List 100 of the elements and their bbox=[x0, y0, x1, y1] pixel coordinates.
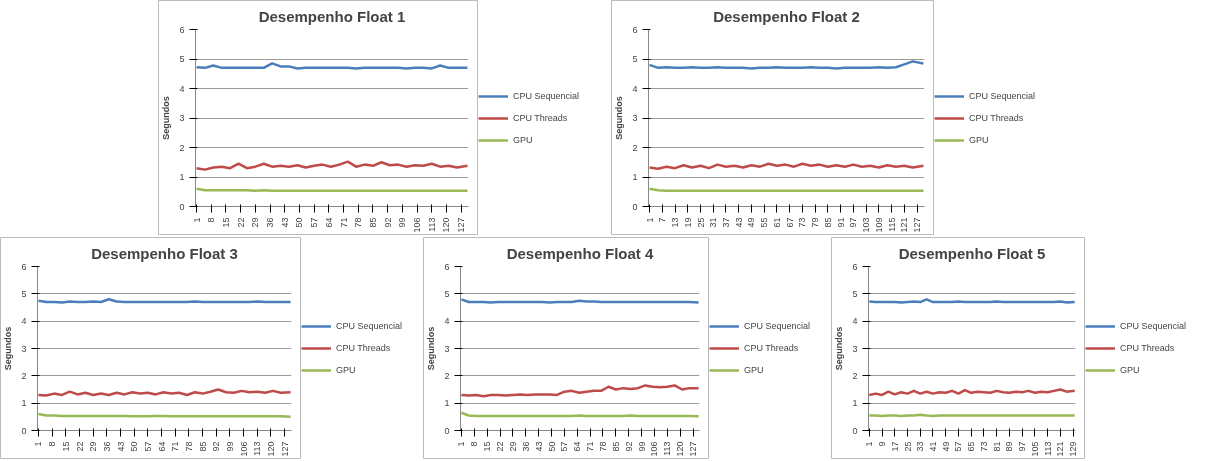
x-tick-label: 64 bbox=[572, 441, 583, 452]
x-tick-label: 85 bbox=[197, 441, 208, 452]
y-axis-title: Segundos bbox=[614, 96, 625, 140]
y-tick-label: 2 bbox=[179, 142, 185, 153]
y-tick-label: 1 bbox=[179, 172, 185, 182]
x-tick-label: 99 bbox=[397, 217, 408, 228]
line-series bbox=[37, 388, 292, 397]
x-tick-label: 43 bbox=[115, 441, 126, 452]
x-tick-label: 92 bbox=[382, 217, 393, 228]
y-tick-label: 0 bbox=[179, 201, 185, 212]
x-tick-label: 36 bbox=[101, 441, 112, 452]
x-tick-label: 1 bbox=[33, 441, 44, 447]
legend-label: GPU bbox=[744, 365, 764, 375]
line-series bbox=[460, 384, 700, 398]
x-tick-label: 31 bbox=[708, 217, 719, 228]
x-tick-label: 36 bbox=[265, 217, 276, 228]
x-tick-label: 127 bbox=[279, 441, 290, 457]
x-tick-label: 8 bbox=[469, 441, 480, 447]
legend-label: GPU bbox=[336, 365, 356, 375]
y-tick-label: 5 bbox=[852, 288, 858, 299]
x-tick-label: 113 bbox=[252, 441, 263, 456]
y-tick-label: 0 bbox=[852, 425, 858, 436]
x-tick-label: 15 bbox=[482, 441, 493, 452]
y-tick-label: 4 bbox=[852, 316, 858, 327]
x-tick-label: 36 bbox=[520, 441, 531, 452]
y-tick-label: 3 bbox=[21, 343, 27, 354]
x-tick-label: 71 bbox=[585, 441, 596, 452]
x-tick-label: 99 bbox=[224, 441, 235, 452]
x-tick-label: 57 bbox=[309, 217, 320, 228]
x-tick-label: 64 bbox=[323, 217, 334, 228]
x-tick-label: 120 bbox=[265, 441, 276, 457]
x-tick-label: 67 bbox=[784, 217, 795, 228]
x-tick-label: 73 bbox=[978, 441, 989, 452]
x-tick-label: 25 bbox=[902, 441, 913, 452]
x-tick-label: 115 bbox=[886, 217, 897, 232]
x-tick-label: 33 bbox=[915, 441, 926, 452]
x-tick-label: 41 bbox=[927, 441, 938, 452]
x-tick-label: 85 bbox=[610, 441, 621, 452]
x-tick-label: 29 bbox=[507, 441, 518, 452]
x-tick-label: 1 bbox=[864, 441, 875, 447]
x-tick-label: 19 bbox=[682, 217, 693, 228]
x-tick-label: 22 bbox=[495, 441, 506, 452]
y-tick-label: 6 bbox=[444, 261, 450, 272]
chart-title: Desempenho Float 2 bbox=[713, 7, 860, 25]
legend-label: GPU bbox=[969, 134, 989, 145]
chart-title: Desempenho Float 5 bbox=[898, 244, 1046, 262]
x-tick-label: 78 bbox=[183, 441, 194, 452]
x-tick-label: 7 bbox=[657, 217, 668, 223]
y-tick-label: 6 bbox=[179, 24, 185, 35]
legend-label: CPU Threads bbox=[336, 343, 391, 353]
x-tick-label: 43 bbox=[733, 217, 744, 228]
y-tick-label: 1 bbox=[444, 398, 450, 409]
x-tick-label: 85 bbox=[822, 217, 833, 228]
y-tick-label: 2 bbox=[632, 142, 638, 153]
x-tick-label: 106 bbox=[649, 441, 660, 457]
legend-label: CPU Threads bbox=[969, 112, 1024, 123]
legend-label: GPU bbox=[513, 134, 533, 145]
y-axis-title: Segundos bbox=[426, 326, 437, 371]
y-axis-title: Segundos bbox=[161, 96, 172, 140]
y-tick-label: 3 bbox=[444, 343, 450, 354]
y-axis-title: Segundos bbox=[834, 326, 845, 371]
y-tick-label: 4 bbox=[179, 83, 185, 94]
legend-label: GPU bbox=[1120, 365, 1140, 375]
x-tick-label: 25 bbox=[695, 217, 706, 228]
chart-title: Desempenho Float 1 bbox=[258, 7, 406, 25]
x-tick-label: 71 bbox=[338, 217, 349, 228]
x-tick-label: 97 bbox=[848, 217, 859, 228]
x-tick-label: 127 bbox=[688, 441, 699, 457]
y-tick-label: 6 bbox=[632, 24, 638, 35]
line-series bbox=[648, 60, 925, 70]
x-tick-label: 121 bbox=[1055, 441, 1066, 457]
y-tick-label: 1 bbox=[21, 398, 27, 409]
x-tick-label: 92 bbox=[211, 441, 222, 452]
y-tick-label: 0 bbox=[444, 425, 450, 436]
y-tick-label: 4 bbox=[632, 83, 638, 94]
legend-label: CPU Sequencial bbox=[513, 90, 580, 101]
x-tick-label: 113 bbox=[662, 441, 673, 456]
x-tick-label: 57 bbox=[953, 441, 964, 452]
x-tick-label: 13 bbox=[670, 217, 681, 228]
y-tick-label: 6 bbox=[21, 261, 27, 272]
y-tick-label: 4 bbox=[21, 316, 27, 327]
y-axis-title: Segundos bbox=[3, 326, 14, 371]
x-tick-label: 29 bbox=[250, 217, 261, 228]
x-tick-label: 15 bbox=[220, 217, 231, 228]
legend-label: CPU Threads bbox=[744, 343, 799, 353]
legend-label: CPU Sequencial bbox=[336, 321, 403, 331]
x-tick-label: 113 bbox=[1042, 441, 1053, 456]
y-tick-label: 2 bbox=[852, 370, 858, 381]
x-tick-label: 120 bbox=[675, 441, 686, 457]
y-tick-label: 0 bbox=[21, 425, 27, 436]
x-tick-label: 49 bbox=[746, 217, 757, 228]
chart-title: Desempenho Float 4 bbox=[506, 244, 655, 262]
x-tick-label: 50 bbox=[129, 441, 140, 452]
x-tick-label: 79 bbox=[810, 217, 821, 228]
x-tick-label: 81 bbox=[991, 441, 1002, 452]
y-tick-label: 2 bbox=[444, 370, 450, 381]
line-series bbox=[195, 160, 469, 171]
x-tick-label: 9 bbox=[877, 441, 888, 447]
x-tick-label: 49 bbox=[940, 441, 951, 452]
y-tick-label: 3 bbox=[852, 343, 858, 354]
